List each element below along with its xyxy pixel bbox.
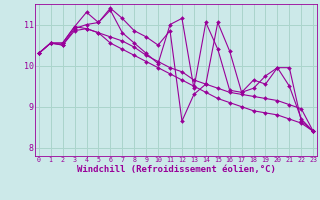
X-axis label: Windchill (Refroidissement éolien,°C): Windchill (Refroidissement éolien,°C): [76, 165, 276, 174]
